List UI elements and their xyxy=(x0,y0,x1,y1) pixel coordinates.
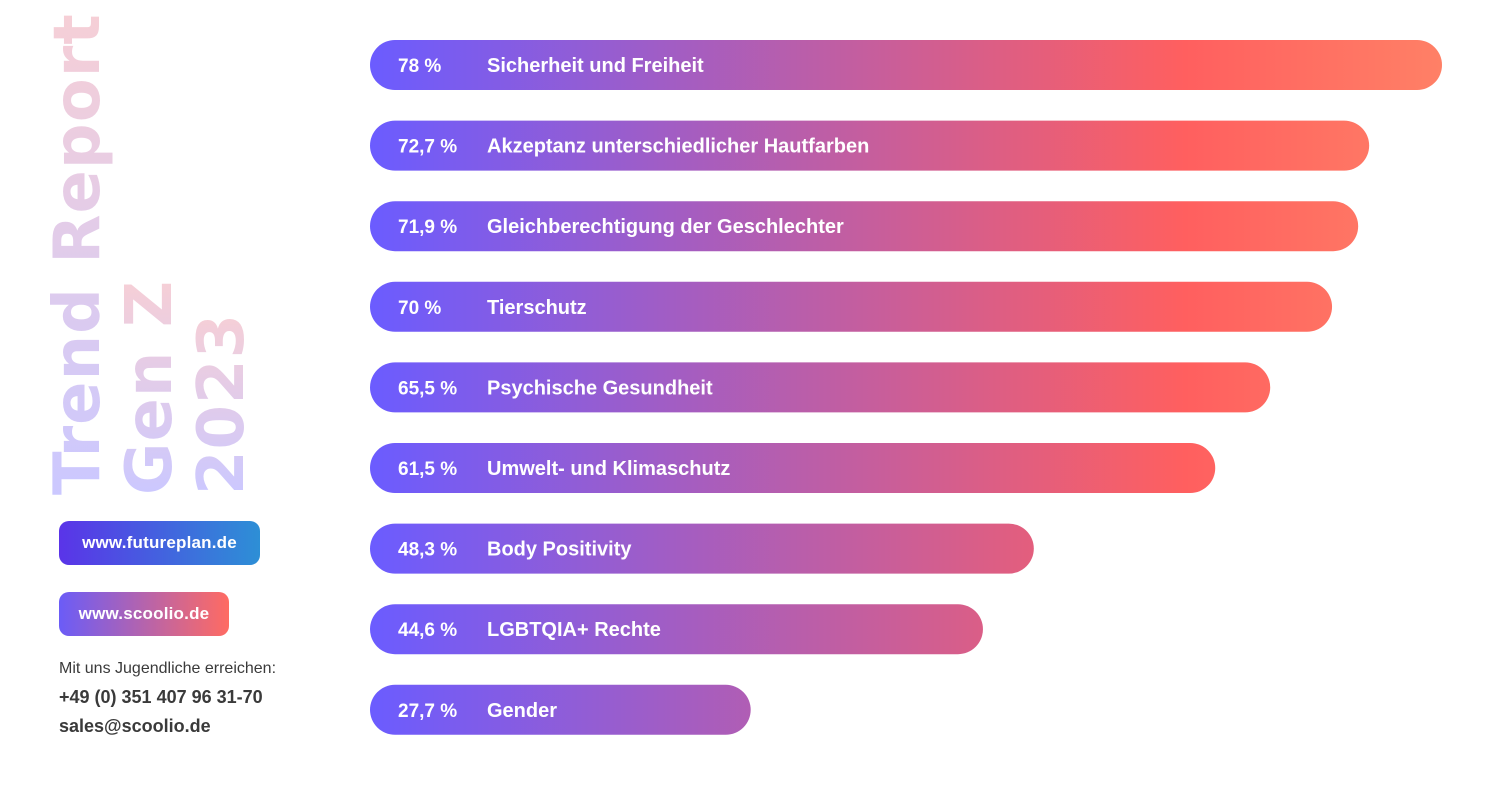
bar-category-label-3: Tierschutz xyxy=(487,297,587,319)
bar-4 xyxy=(370,362,1271,413)
bar-value-label-2: 71,9 % xyxy=(398,217,457,238)
bar-value-label-7: 44,6 % xyxy=(398,620,457,641)
bar-category-label-7: LGBTQIA+ Rechte xyxy=(487,619,661,641)
bar-7 xyxy=(370,604,983,655)
bar-2 xyxy=(370,201,1359,252)
bar-value-label-5: 61,5 % xyxy=(398,459,457,480)
futureplan-link[interactable]: www.futureplan.de xyxy=(59,521,260,565)
bar-value-label-0: 78 % xyxy=(398,56,441,77)
bar-6 xyxy=(370,523,1034,574)
bar-value-label-4: 65,5 % xyxy=(398,378,457,399)
bar-category-label-8: Gender xyxy=(487,700,557,722)
bar-category-label-4: Psychische Gesundheit xyxy=(487,377,713,399)
bar-value-label-6: 48,3 % xyxy=(398,540,457,561)
bar-value-label-1: 72,7 % xyxy=(398,137,457,158)
bar-0 xyxy=(370,40,1442,90)
bar-value-label-8: 27,7 % xyxy=(398,701,457,722)
bar-8 xyxy=(370,684,751,735)
bar-category-label-6: Body Positivity xyxy=(487,539,632,561)
contact-intro-text: Mit uns Jugendliche erreichen: xyxy=(59,660,277,677)
bar-category-label-0: Sicherheit und Freiheit xyxy=(487,55,704,77)
contact-phone[interactable]: +49 (0) 351 407 96 31-70 xyxy=(59,687,263,707)
bar-3 xyxy=(370,281,1333,332)
scoolio-link[interactable]: www.scoolio.de xyxy=(59,592,229,636)
bar-category-label-1: Akzeptanz unterschiedlicher Hautfarben xyxy=(487,136,869,158)
contact-email[interactable]: sales@scoolio.de xyxy=(59,716,211,736)
bar-5 xyxy=(370,443,1216,493)
bar-value-label-3: 70 % xyxy=(398,298,441,319)
bar-category-label-5: Umwelt- und Klimaschutz xyxy=(487,458,730,480)
bar-category-label-2: Gleichberechtigung der Geschlechter xyxy=(487,216,844,238)
bar-1 xyxy=(370,120,1370,171)
